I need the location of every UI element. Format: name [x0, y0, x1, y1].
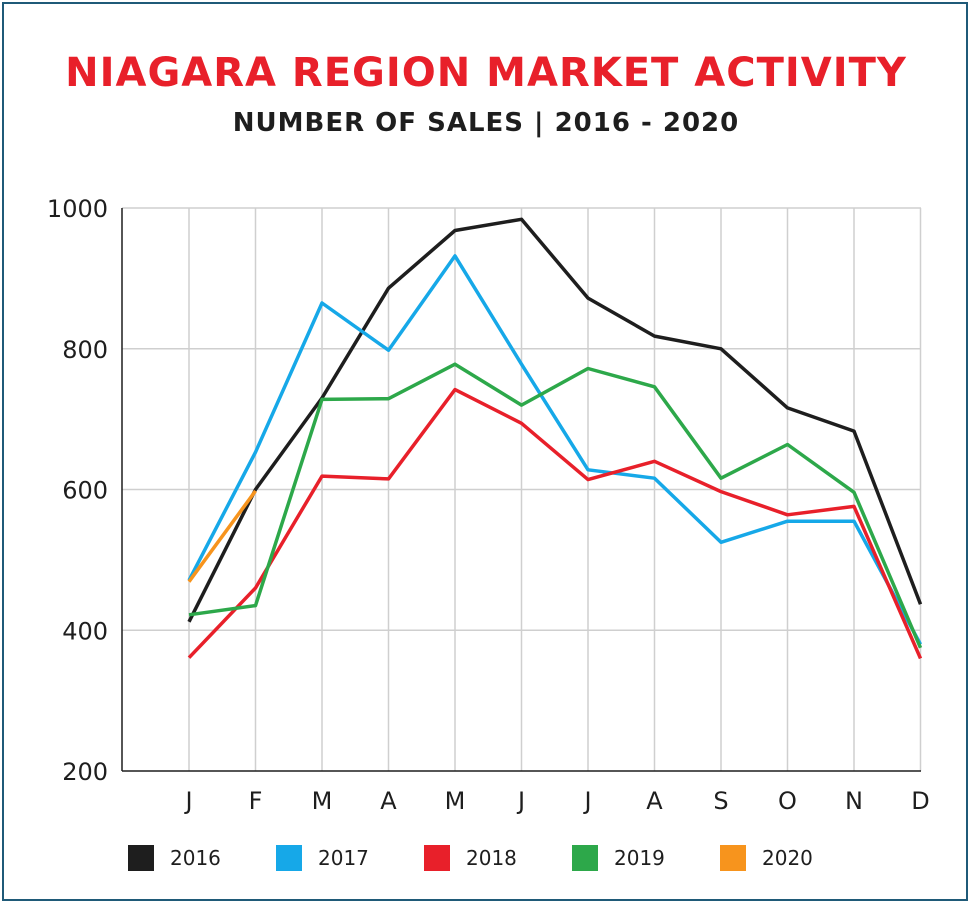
x-tick-label: D: [911, 787, 929, 815]
x-tick-label: N: [845, 787, 863, 815]
x-tick-label: M: [445, 787, 466, 815]
legend-swatch: [276, 845, 302, 871]
series-line-2017: [187, 254, 923, 646]
legend-swatch: [424, 845, 450, 871]
series-line-2018: [187, 387, 923, 660]
x-tick-label: M: [312, 787, 333, 815]
chart-legend: 2016 2017 2018 2019 2020: [128, 843, 868, 873]
x-tick-label: J: [516, 787, 525, 815]
y-tick-label: 200: [62, 758, 108, 786]
x-tick-label: J: [582, 787, 591, 815]
legend-item-2020: 2020: [720, 845, 868, 871]
y-tick-label: 600: [62, 477, 108, 505]
legend-swatch: [572, 845, 598, 871]
legend-label: 2018: [466, 846, 517, 870]
x-tick-label: J: [183, 787, 192, 815]
legend-item-2019: 2019: [572, 845, 720, 871]
legend-label: 2017: [318, 846, 369, 870]
legend-label: 2019: [614, 846, 665, 870]
y-tick-label: 800: [62, 336, 108, 364]
x-tick-label: A: [646, 787, 663, 815]
x-tick-label: F: [249, 787, 263, 815]
y-tick-label: 400: [62, 617, 108, 645]
legend-swatch: [128, 845, 154, 871]
x-tick-label: O: [778, 787, 797, 815]
series-line-2016: [187, 217, 923, 623]
legend-item-2016: 2016: [128, 845, 276, 871]
legend-item-2018: 2018: [424, 845, 572, 871]
legend-swatch: [720, 845, 746, 871]
legend-label: 2016: [170, 846, 221, 870]
x-tick-label: S: [713, 787, 728, 815]
legend-label: 2020: [762, 846, 813, 870]
legend-item-2017: 2017: [276, 845, 424, 871]
chart-subtitle: NUMBER OF SALES | 2016 - 2020: [232, 108, 740, 138]
x-tick-label: A: [380, 787, 397, 815]
series-line-2019: [188, 362, 923, 649]
chart-title: NIAGARA REGION MARKET ACTIVITY: [65, 50, 907, 96]
series-line-2020: [187, 489, 257, 583]
y-tick-label: 1000: [47, 195, 108, 223]
